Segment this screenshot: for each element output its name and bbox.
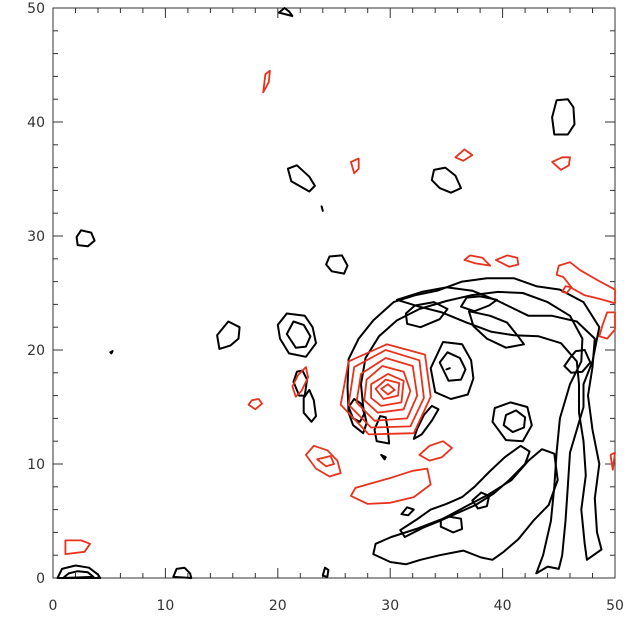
contour-black xyxy=(75,229,96,248)
contour-red xyxy=(561,285,573,294)
contour-black xyxy=(277,7,294,17)
contour-black xyxy=(439,515,464,534)
contour-black xyxy=(276,312,317,358)
contour-red xyxy=(454,148,474,162)
contour-red xyxy=(64,539,91,555)
contour-red xyxy=(339,343,432,436)
contour-black xyxy=(467,310,525,349)
contour-black xyxy=(430,166,462,194)
y-tick-labels: 0 10 20 30 40 50 xyxy=(27,1,45,587)
contour-black xyxy=(460,295,498,313)
contour-red xyxy=(347,349,425,429)
contour-black xyxy=(320,205,324,212)
contour-red xyxy=(247,398,264,411)
contour-black xyxy=(216,320,241,350)
contour-black xyxy=(429,341,475,400)
contour-red xyxy=(598,311,616,340)
contour-red xyxy=(609,451,616,471)
y-tick-label: 0 xyxy=(36,571,45,587)
contour-black xyxy=(400,506,415,517)
y-tick-label: 20 xyxy=(27,343,45,359)
contour-red xyxy=(349,467,432,505)
axis-ticks xyxy=(52,7,616,579)
contour-red xyxy=(304,444,342,478)
contour-red xyxy=(370,372,405,407)
x-tick-label: 30 xyxy=(381,598,399,614)
x-tick-labels: 0 10 20 30 40 50 xyxy=(49,598,624,614)
x-tick-label: 0 xyxy=(49,598,58,614)
contour-red xyxy=(316,455,335,468)
contour-black xyxy=(286,164,316,193)
plot-frame xyxy=(52,7,616,579)
y-tick-label: 30 xyxy=(27,229,45,245)
contour-lines xyxy=(56,7,616,579)
contour-red xyxy=(463,254,492,267)
contour-black xyxy=(109,350,114,355)
contour-red xyxy=(418,440,453,462)
contour-black xyxy=(380,453,387,461)
contour-red xyxy=(380,383,396,396)
contour-black xyxy=(395,286,603,561)
contour-red xyxy=(349,157,360,175)
contour-black xyxy=(172,566,193,579)
contour-black xyxy=(399,444,531,538)
contour-red xyxy=(355,357,419,422)
contour-black xyxy=(404,301,449,329)
x-tick-label: 40 xyxy=(494,598,512,614)
y-tick-label: 40 xyxy=(27,115,45,131)
contour-black xyxy=(373,415,391,445)
contour-black xyxy=(56,564,102,579)
x-tick-label: 10 xyxy=(156,598,174,614)
x-tick-label: 20 xyxy=(269,598,287,614)
contour-red xyxy=(291,366,310,398)
contour-black xyxy=(491,401,533,443)
contour-red xyxy=(555,261,616,305)
y-tick-label: 50 xyxy=(27,1,45,17)
y-tick-label: 10 xyxy=(27,457,45,473)
contour-black xyxy=(445,367,451,371)
contour-black xyxy=(325,254,349,275)
contour-black xyxy=(346,277,601,575)
contour-red xyxy=(262,69,271,94)
contour-red xyxy=(374,378,401,400)
contour-black xyxy=(563,349,592,374)
contour-black xyxy=(321,566,330,578)
contour-black xyxy=(62,570,95,579)
contour-black xyxy=(471,491,491,510)
contour-black xyxy=(302,388,317,423)
contour-red xyxy=(551,156,571,171)
contour-red xyxy=(494,254,520,268)
contour-black xyxy=(438,351,467,382)
x-tick-label: 50 xyxy=(606,598,624,614)
contour-black xyxy=(372,448,559,566)
contour-red xyxy=(363,365,412,414)
contour-black xyxy=(551,98,576,136)
contour-black xyxy=(502,409,527,434)
contour-black xyxy=(285,320,312,349)
contour-black xyxy=(412,404,440,440)
